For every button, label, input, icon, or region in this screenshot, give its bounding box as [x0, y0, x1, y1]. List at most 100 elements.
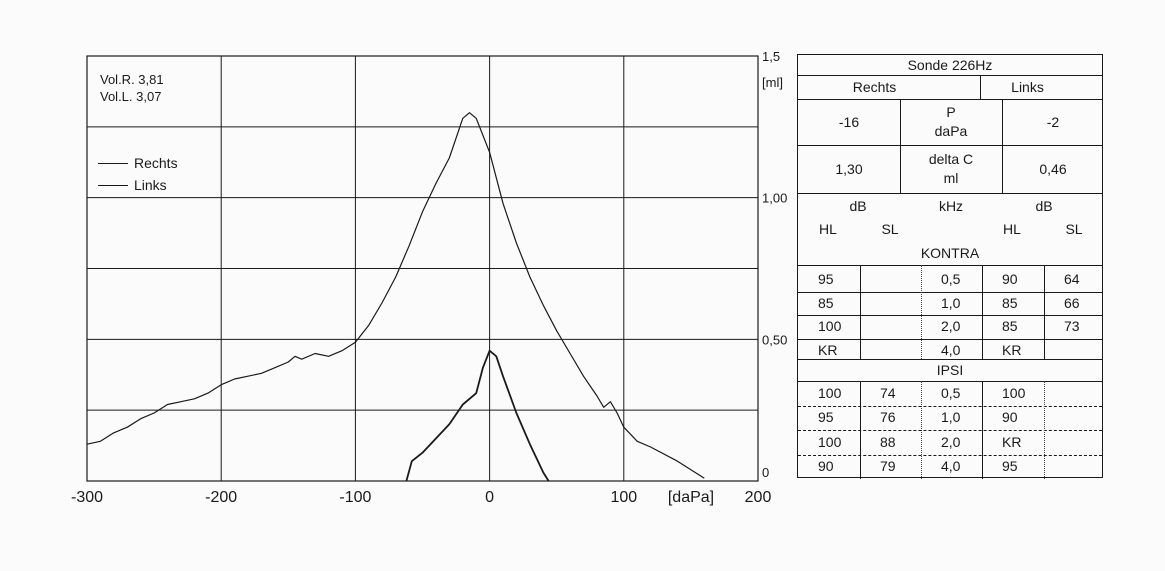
divider: [860, 381, 861, 479]
cell-khz: 4,0: [941, 341, 961, 358]
divider: [798, 99, 1102, 100]
kontra-row: 95 0,5 90 64: [798, 268, 1102, 292]
compliance-row: 1,30 delta C ml 0,46: [798, 145, 1102, 193]
divider: [980, 75, 981, 99]
series-line-rechts: [86, 112, 705, 479]
pressure-row: -16 P daPa -2: [798, 99, 1102, 145]
divider: [798, 193, 1102, 194]
unit-khz: kHz: [938, 197, 964, 214]
unit-db-links: dB: [1035, 197, 1053, 214]
volume-left: Vol.L. 3,07: [100, 89, 162, 104]
legend-swatch-links: [98, 184, 128, 186]
cell-hl-l: 95: [1002, 458, 1018, 475]
legend-label-links: Links: [134, 177, 167, 193]
results-table: Sonde 226Hz Rechts Links -16 P daPa -2 1…: [797, 54, 1103, 480]
divider: [798, 405, 1102, 407]
cell-hl-r: KR: [818, 341, 838, 358]
x-tick-label: -300: [71, 489, 103, 506]
divider: [900, 99, 901, 193]
divider: [798, 359, 1102, 360]
cell-sl-l: 73: [1064, 318, 1080, 335]
x-tick-label: -100: [339, 489, 371, 506]
cell-sl-r: [860, 292, 921, 316]
cell-sl-l: 66: [1064, 294, 1080, 311]
x-tick-label: 100: [610, 489, 637, 506]
cell-sl-r: 76: [880, 409, 896, 426]
ipsi-row: 95 76 1,0 90: [798, 406, 1102, 431]
x-tick-label: -200: [205, 489, 237, 506]
cell-sl-l: 64: [1064, 271, 1080, 288]
ipsi-row: 100 88 2,0 KR: [798, 430, 1102, 455]
y-tick-label: 1,5: [762, 49, 780, 64]
ipsi-row: 100 74 0,5 100: [798, 381, 1102, 406]
kontra-row: KR 4,0 KR: [798, 339, 1102, 363]
column-header-row: HL SL HL SL: [798, 217, 1102, 241]
legend-label-rechts: Rechts: [134, 155, 178, 171]
unit-header-row: dB kHz dB: [798, 195, 1102, 217]
divider: [921, 265, 922, 359]
chart-grid: [87, 56, 758, 481]
y-tick-label: 0: [762, 465, 769, 480]
cell-sl-r: [860, 315, 921, 339]
cell-hl-r: 85: [818, 294, 834, 311]
cell-sl-r: 74: [880, 384, 896, 401]
cell-hl-l: KR: [1002, 433, 1022, 450]
compliance-label-cell: delta C ml: [900, 145, 1002, 193]
cell-hl-l: 85: [1002, 318, 1018, 335]
kontra-row: 85 1,0 85 66: [798, 292, 1102, 316]
kontra-row: 100 2,0 85 73: [798, 315, 1102, 339]
divider: [921, 381, 922, 479]
compliance-links: 0,46: [1039, 160, 1067, 177]
cell-sl-l: [1044, 430, 1104, 455]
x-axis-unit: [daPa]: [668, 489, 714, 506]
compliance-rechts: 1,30: [835, 160, 863, 177]
divider: [798, 430, 1102, 431]
cell-sl-l: [1044, 406, 1104, 431]
ear-header-links: Links: [1011, 78, 1044, 95]
cell-khz: 4,0: [941, 458, 961, 475]
x-tick-label: 0: [485, 489, 494, 506]
cell-sl-r: 79: [880, 458, 896, 475]
cell-khz: 1,0: [941, 409, 961, 426]
pressure-links: -2: [1046, 113, 1060, 130]
kontra-label: KONTRA: [920, 244, 980, 261]
cell-khz: 2,0: [941, 433, 961, 450]
volume-right: Vol.R. 3,81: [100, 72, 164, 87]
y-axis-unit: [ml]: [762, 75, 783, 90]
series-line-links: [405, 349, 550, 482]
cell-khz: 0,5: [941, 384, 961, 401]
x-tick-label: 200: [745, 489, 772, 506]
plot-frame: [86, 55, 759, 482]
divider: [982, 265, 983, 359]
pressure-rechts: -16: [838, 113, 860, 130]
divider: [798, 454, 1102, 456]
table-title-row: Sonde 226Hz: [798, 55, 1102, 75]
col-hl-links: HL: [1003, 220, 1021, 237]
divider: [1044, 265, 1045, 359]
y-axis-ticks: 0 0,50 1,00 1,5: [762, 49, 787, 480]
divider: [798, 265, 1102, 266]
ipsi-row: 90 79 4,0 95: [798, 455, 1102, 480]
cell-hl-l: 100: [1002, 384, 1026, 401]
y-tick-label: 1,00: [762, 191, 787, 206]
col-sl-rechts: SL: [881, 220, 899, 237]
divider: [798, 338, 1102, 340]
cell-hl-l: KR: [1002, 341, 1022, 358]
divider: [860, 265, 861, 359]
x-axis-ticks: -300 -200 -100 0 100 200: [71, 489, 771, 506]
divider: [1002, 99, 1003, 193]
divider: [798, 381, 1102, 382]
legend-item-rechts: Rechts: [98, 155, 178, 171]
pressure-unit: daPa: [934, 123, 968, 139]
divider: [798, 291, 1102, 293]
cell-hl-r: 95: [818, 409, 834, 426]
ipsi-header-row: IPSI: [798, 359, 1102, 381]
cell-hl-l: 85: [1002, 294, 1018, 311]
cell-sl-l: [1044, 381, 1104, 406]
pressure-label: P: [946, 104, 956, 121]
kontra-header-row: KONTRA: [798, 241, 1102, 265]
col-hl-rechts: HL: [819, 220, 837, 237]
cell-khz: 1,0: [941, 294, 961, 311]
table-title: Sonde 226Hz: [907, 56, 993, 73]
cell-hl-r: 100: [818, 433, 842, 450]
